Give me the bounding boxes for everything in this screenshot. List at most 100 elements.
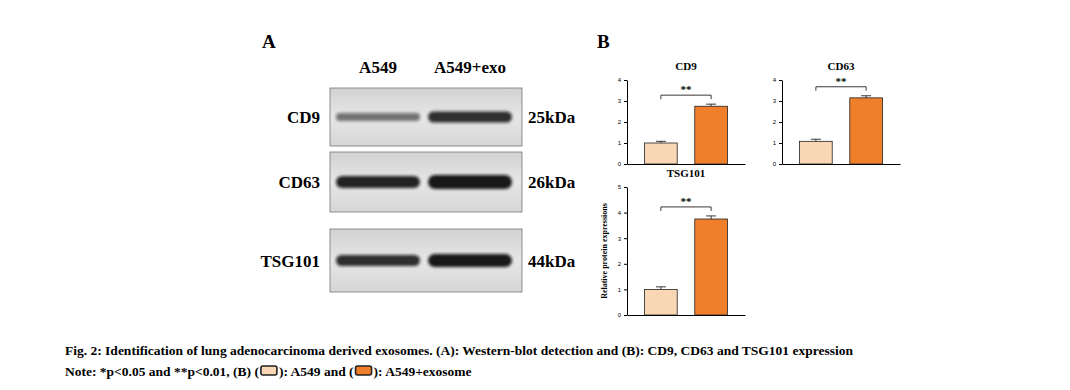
size-label: 26kDa	[528, 173, 576, 192]
error-bar-cap	[811, 139, 821, 140]
plot-marks	[645, 104, 728, 164]
row-label: CD63	[278, 173, 320, 192]
chart-title: TSG101	[667, 167, 706, 179]
x-axis	[628, 164, 746, 166]
y-tick: 2	[773, 119, 782, 125]
tick-label: 4	[773, 77, 777, 83]
tick-label: 4	[618, 77, 622, 83]
caption-title: Fig. 2: Identification of lung adenocarc…	[65, 343, 853, 358]
tick-label: 1	[773, 140, 777, 146]
error-bar	[656, 141, 666, 143]
tick-mark	[624, 264, 627, 265]
tick-label: 3	[618, 236, 622, 242]
error-bar-cap	[656, 141, 666, 142]
error-bar	[861, 96, 871, 98]
x-axis	[628, 315, 746, 317]
significance-bracket	[661, 207, 711, 211]
y-tick: 0	[618, 161, 627, 167]
blot-box	[330, 229, 522, 292]
panel-label: B	[597, 31, 610, 52]
error-bar-cap	[861, 95, 871, 96]
y-tick: 4	[618, 210, 627, 216]
chart-title: CD63	[828, 60, 855, 72]
y-tick: 1	[618, 287, 627, 293]
caption: Fig. 2: Identification of lung adenocarc…	[65, 343, 853, 379]
tick-mark	[779, 80, 782, 81]
axis-line	[627, 81, 628, 165]
bar	[645, 143, 678, 164]
tick-label: 3	[773, 98, 777, 104]
tick-mark	[624, 122, 627, 123]
significance-bracket	[816, 87, 866, 91]
blot-box	[330, 152, 522, 212]
y-tick: 0	[618, 312, 627, 318]
y-axis: 0 1 2 3 4 5	[618, 184, 628, 318]
plot-marks	[800, 96, 883, 164]
tick-mark	[624, 164, 627, 165]
error-bar	[811, 139, 821, 141]
bar-chart: CD63 0 1 2 3 4 **	[773, 60, 901, 167]
tick-label: 0	[773, 161, 777, 167]
bar	[800, 141, 833, 164]
blot-box	[330, 88, 522, 146]
size-label: 44kDa	[528, 252, 576, 271]
y-tick: 2	[618, 261, 627, 267]
y-tick: 2	[618, 119, 627, 125]
blot-band	[428, 112, 512, 123]
row-label: TSG101	[260, 252, 320, 271]
error-bar-stem	[711, 216, 712, 219]
tick-mark	[779, 122, 782, 123]
tick-mark	[779, 164, 782, 165]
bar	[850, 98, 883, 164]
tick-mark	[624, 187, 627, 188]
y-axis: 0 1 2 3 4	[618, 77, 628, 167]
y-tick: 1	[773, 140, 782, 146]
blot-band	[336, 255, 420, 266]
panel-label: A	[262, 31, 276, 52]
y-tick: 4	[773, 77, 782, 83]
tick-mark	[624, 315, 627, 316]
row-label: CD9	[287, 108, 320, 127]
x-axis	[783, 164, 901, 166]
caption-note: ): A549 and (	[279, 364, 354, 379]
error-bar	[656, 287, 666, 290]
error-bar-cap	[706, 215, 716, 216]
y-tick: 3	[618, 98, 627, 104]
significance-label: **	[681, 83, 693, 95]
axis-line	[628, 164, 746, 165]
plot-marks	[645, 216, 728, 315]
y-axis: 0 1 2 3 4	[773, 77, 783, 167]
axis-line	[627, 188, 628, 316]
tick-mark	[779, 143, 782, 144]
tick-mark	[779, 101, 782, 102]
legend-swatch	[356, 366, 372, 375]
tick-mark	[624, 143, 627, 144]
error-bar	[706, 104, 716, 106]
tick-label: 5	[618, 184, 622, 190]
lane-label: A549+exo	[434, 58, 506, 77]
tick-label: 4	[618, 210, 622, 216]
tick-label: 2	[618, 119, 622, 125]
y-tick: 3	[773, 98, 782, 104]
chart-title: CD9	[675, 60, 697, 72]
tick-mark	[624, 101, 627, 102]
y-tick: 0	[773, 161, 782, 167]
axis-line	[628, 315, 746, 316]
y-tick: 1	[618, 140, 627, 146]
blot-band	[428, 175, 512, 189]
caption-note: Note: *p<0.05 and **p<0.01, (B) (	[65, 364, 259, 379]
caption-note: ): A549+exosome	[374, 364, 472, 379]
blot-panel: AA549A549+exoCD925kDaCD6326kDaTSG10144kD…	[260, 31, 575, 292]
axis-line	[783, 164, 901, 165]
figure: AA549A549+exoCD925kDaCD6326kDaTSG10144kD…	[0, 0, 1070, 390]
tick-mark	[624, 289, 627, 290]
tick-label: 0	[618, 312, 622, 318]
error-bar-cap	[706, 104, 716, 105]
tick-mark	[624, 80, 627, 81]
tick-label: 0	[618, 161, 622, 167]
bar	[695, 219, 728, 315]
bar-chart: TSG101012345**Relative protein expressio…	[600, 167, 746, 318]
significance-label: **	[836, 75, 848, 87]
y-tick: 3	[618, 236, 627, 242]
bar-chart: CD9 0 1 2 3 4 **	[618, 60, 746, 167]
